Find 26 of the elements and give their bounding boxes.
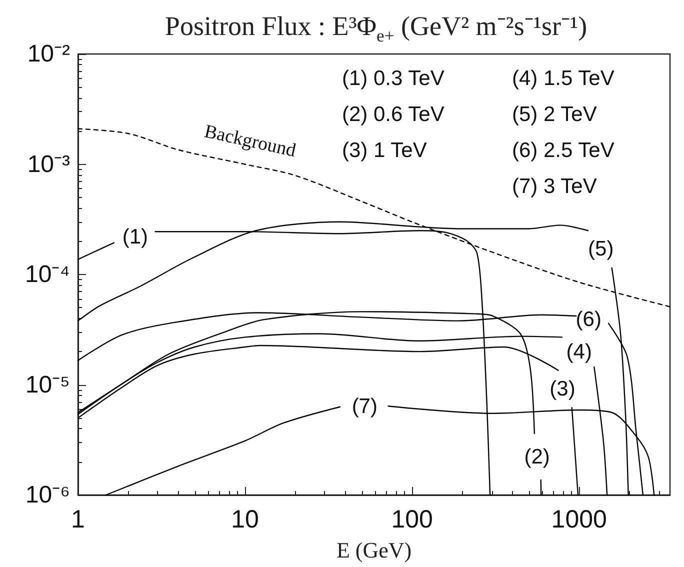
y-tick-label: 10⁻⁴ xyxy=(24,261,70,288)
text: Background xyxy=(202,121,298,162)
series-label: (4) xyxy=(566,340,592,364)
annotation: (3) 1 TeV xyxy=(342,139,427,162)
series-label: (6) xyxy=(576,308,602,332)
series-label: (7) xyxy=(352,394,378,418)
annotation: (1) 0.3 TeV xyxy=(342,67,444,90)
y-tick-label: 10⁻³ xyxy=(27,150,70,178)
x-tick-label: 1000 xyxy=(551,506,607,534)
y-tick-label: 10⁻⁵ xyxy=(25,371,70,398)
annotation: (2) 0.6 TeV xyxy=(342,103,444,126)
annotation: (7) 3 TeV xyxy=(512,175,597,198)
series-label: (2) xyxy=(524,445,550,468)
x-axis-title: E (GeV) xyxy=(336,538,412,562)
annotation: (5) 2 TeV xyxy=(512,103,597,126)
series-label: (1) xyxy=(122,226,148,249)
series-label: (3) xyxy=(550,378,576,401)
x-tick-label: 100 xyxy=(391,506,433,534)
y-tick-label: 10⁻² xyxy=(27,40,70,68)
series-label: (5) xyxy=(588,238,614,261)
annotation: (4) 1.5 TeV xyxy=(512,67,614,90)
x-tick-label: 10 xyxy=(231,506,259,534)
y-tick-label: 10⁻⁶ xyxy=(25,482,70,508)
annotation: (6) 2.5 TeV xyxy=(512,139,614,162)
chart-title: Positron Flux : E³Φ$_{e+}$ (GeV² m⁻²s⁻¹sr⁻¹) xyxy=(164,10,588,46)
x-tick-label: 1 xyxy=(71,506,85,534)
